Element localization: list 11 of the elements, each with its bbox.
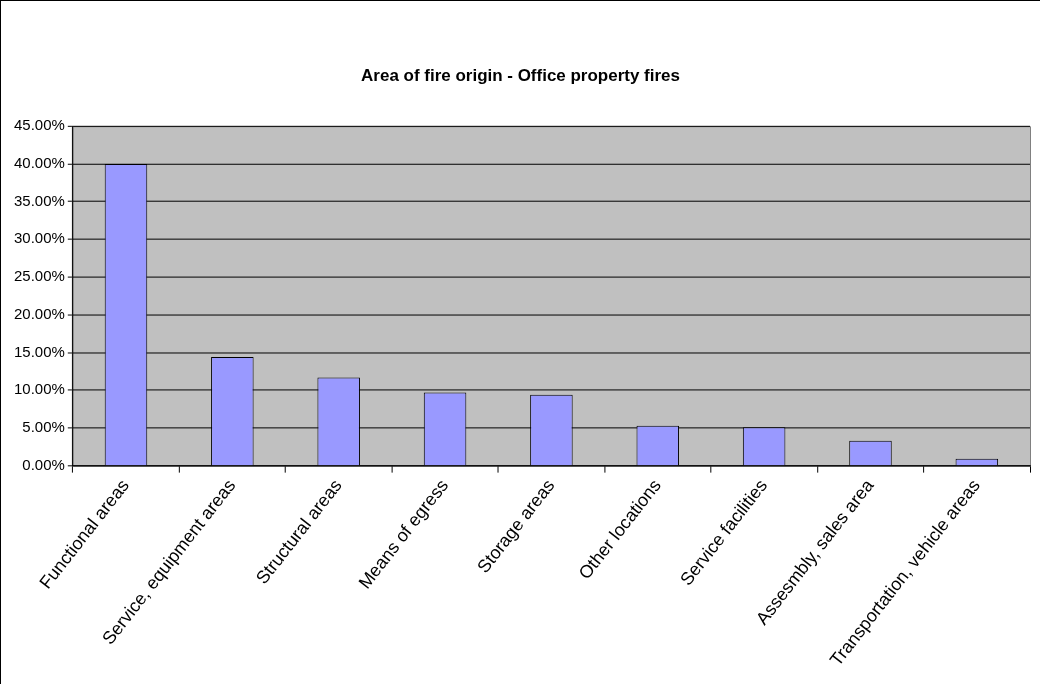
y-tick-label: 30.00% xyxy=(14,229,65,247)
y-tick-label: 25.00% xyxy=(14,267,65,285)
y-tick-label: 10.00% xyxy=(14,380,65,398)
y-tick-label: 35.00% xyxy=(14,191,65,209)
y-tick-label: 45.00% xyxy=(14,116,65,134)
y-tick-label: 15.00% xyxy=(14,342,65,360)
y-tick-label: 0.00% xyxy=(22,455,65,473)
y-tick-label: 40.00% xyxy=(14,154,65,172)
chart-title: Area of fire origin - Office property fires xyxy=(361,65,680,85)
y-tick-label: 5.00% xyxy=(22,418,65,436)
y-tick-label: 20.00% xyxy=(14,304,65,322)
